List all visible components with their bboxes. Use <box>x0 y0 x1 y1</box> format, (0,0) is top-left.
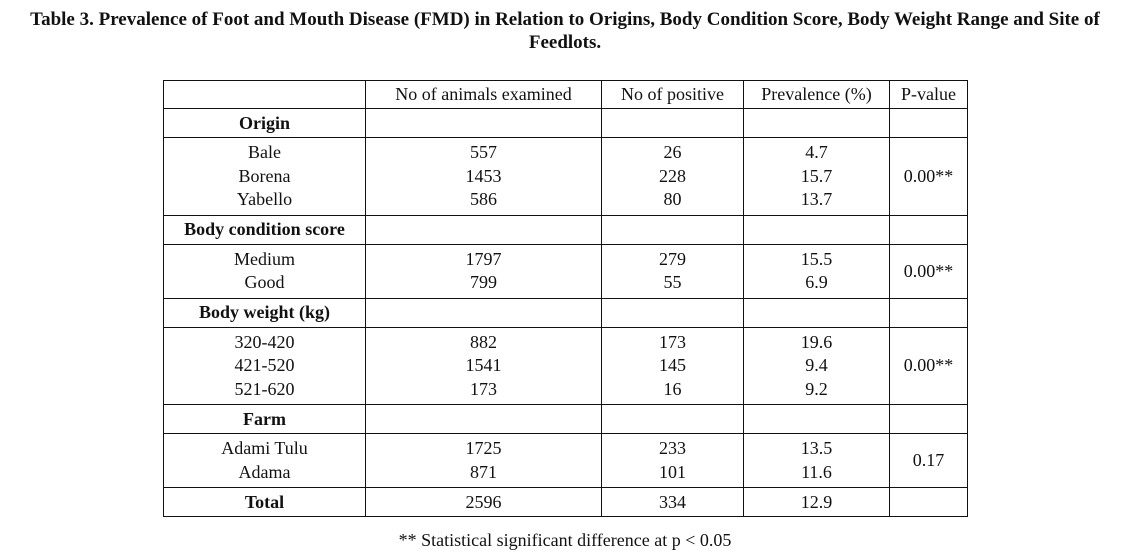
origin-examined: 557 1453 586 <box>365 137 602 216</box>
caption-line-2: Feedlots. <box>528 32 602 53</box>
section-title-bcs: Body condition score <box>163 214 366 245</box>
prevalence-value: 11.6 <box>801 461 832 482</box>
total-examined: 2596 <box>365 487 602 517</box>
header-pvalue: P-value <box>889 80 968 109</box>
bcs-prevalence: 15.5 6.9 <box>743 243 890 299</box>
section-title-weight: Body weight (kg) <box>163 297 366 328</box>
weight-labels: 320-420 421-520 521-620 <box>163 326 366 405</box>
section-row-farm: Farm <box>163 404 968 434</box>
caption-line-1: Table 3. Prevalence of Foot and Mouth Di… <box>30 9 1100 30</box>
prevalence-value: 15.7 <box>800 165 833 186</box>
bcs-labels: Medium Good <box>163 243 366 299</box>
header-prevalence: Prevalence (%) <box>743 80 890 109</box>
section-row-weight: Body weight (kg) <box>163 297 968 328</box>
positive-value: 16 <box>663 378 682 399</box>
row-label: 521-620 <box>234 378 295 399</box>
prevalence-value: 9.4 <box>805 355 828 375</box>
table-caption: Table 3. Prevalence of Foot and Mouth Di… <box>0 8 1130 54</box>
positive-value: 26 <box>663 142 682 162</box>
examined-value: 173 <box>470 378 497 399</box>
total-positive: 334 <box>601 487 744 517</box>
total-pvalue <box>889 487 968 517</box>
positive-value: 80 <box>663 189 682 209</box>
header-blank <box>163 80 366 109</box>
row-label: Borena <box>238 165 291 186</box>
farm-pvalue: 0.17 <box>889 433 968 488</box>
positive-value: 279 <box>659 248 686 269</box>
positive-value: 173 <box>659 331 686 352</box>
prevalence-table: No of animals examined No of positive Pr… <box>163 80 968 517</box>
positive-value: 101 <box>659 461 686 482</box>
header-examined: No of animals examined <box>365 80 602 109</box>
row-label: Adama <box>238 461 291 482</box>
section-title-origin: Origin <box>163 108 366 138</box>
positive-value: 228 <box>659 165 686 186</box>
prevalence-value: 13.7 <box>800 189 833 209</box>
weight-prevalence: 19.6 9.4 9.2 <box>743 326 890 405</box>
header-positive: No of positive <box>601 80 744 109</box>
prevalence-value: 19.6 <box>800 331 833 352</box>
row-label: Good <box>244 272 285 292</box>
weight-positive: 173 145 16 <box>601 326 744 405</box>
origin-pvalue: 0.00** <box>889 137 968 216</box>
data-group-weight: 320-420 421-520 521-620 882 1541 173 173… <box>163 326 968 405</box>
positive-value: 55 <box>663 272 682 292</box>
origin-labels: Bale Borena Yabello <box>163 137 366 216</box>
bcs-positive: 279 55 <box>601 243 744 299</box>
section-row-bcs: Body condition score <box>163 214 968 245</box>
data-group-origin: Bale Borena Yabello 557 1453 586 26 228 … <box>163 137 968 216</box>
farm-positive: 233 101 <box>601 433 744 488</box>
weight-examined: 882 1541 173 <box>365 326 602 405</box>
total-label: Total <box>163 487 366 517</box>
origin-prevalence: 4.7 15.7 13.7 <box>743 137 890 216</box>
examined-value: 799 <box>470 272 497 292</box>
prevalence-value: 13.5 <box>800 438 833 458</box>
prevalence-value: 9.2 <box>805 378 828 399</box>
bcs-pvalue: 0.00** <box>889 243 968 299</box>
row-label: Yabello <box>236 189 293 209</box>
examined-value: 1797 <box>465 248 502 269</box>
section-title-farm: Farm <box>163 404 366 434</box>
total-prevalence: 12.9 <box>743 487 890 517</box>
examined-value: 882 <box>470 331 497 352</box>
examined-value: 1453 <box>465 165 502 186</box>
section-row-origin: Origin <box>163 108 968 138</box>
row-label: 421-520 <box>234 355 295 375</box>
bcs-examined: 1797 799 <box>365 243 602 299</box>
prevalence-value: 6.9 <box>805 272 828 292</box>
row-label: Bale <box>248 142 281 162</box>
examined-value: 557 <box>470 142 497 162</box>
row-label: Adami Tulu <box>221 438 308 458</box>
total-row: Total 2596 334 12.9 <box>163 487 968 517</box>
data-group-bcs: Medium Good 1797 799 279 55 15.5 6.9 0.0… <box>163 243 968 299</box>
farm-prevalence: 13.5 11.6 <box>743 433 890 488</box>
header-row: No of animals examined No of positive Pr… <box>163 80 968 109</box>
positive-value: 145 <box>659 355 686 375</box>
footnote: ** Statistical significant difference at… <box>398 530 732 550</box>
examined-value: 586 <box>470 189 497 209</box>
weight-pvalue: 0.00** <box>889 326 968 405</box>
positive-value: 233 <box>659 438 686 458</box>
farm-examined: 1725 871 <box>365 433 602 488</box>
data-group-farm: Adami Tulu Adama 1725 871 233 101 13.5 1… <box>163 433 968 488</box>
examined-value: 1725 <box>465 438 502 458</box>
examined-value: 871 <box>470 461 497 482</box>
examined-value: 1541 <box>465 355 502 375</box>
farm-labels: Adami Tulu Adama <box>163 433 366 488</box>
origin-positive: 26 228 80 <box>601 137 744 216</box>
row-label: 320-420 <box>234 331 295 352</box>
prevalence-value: 4.7 <box>805 142 828 162</box>
row-label: Medium <box>234 248 295 269</box>
prevalence-value: 15.5 <box>800 248 833 269</box>
